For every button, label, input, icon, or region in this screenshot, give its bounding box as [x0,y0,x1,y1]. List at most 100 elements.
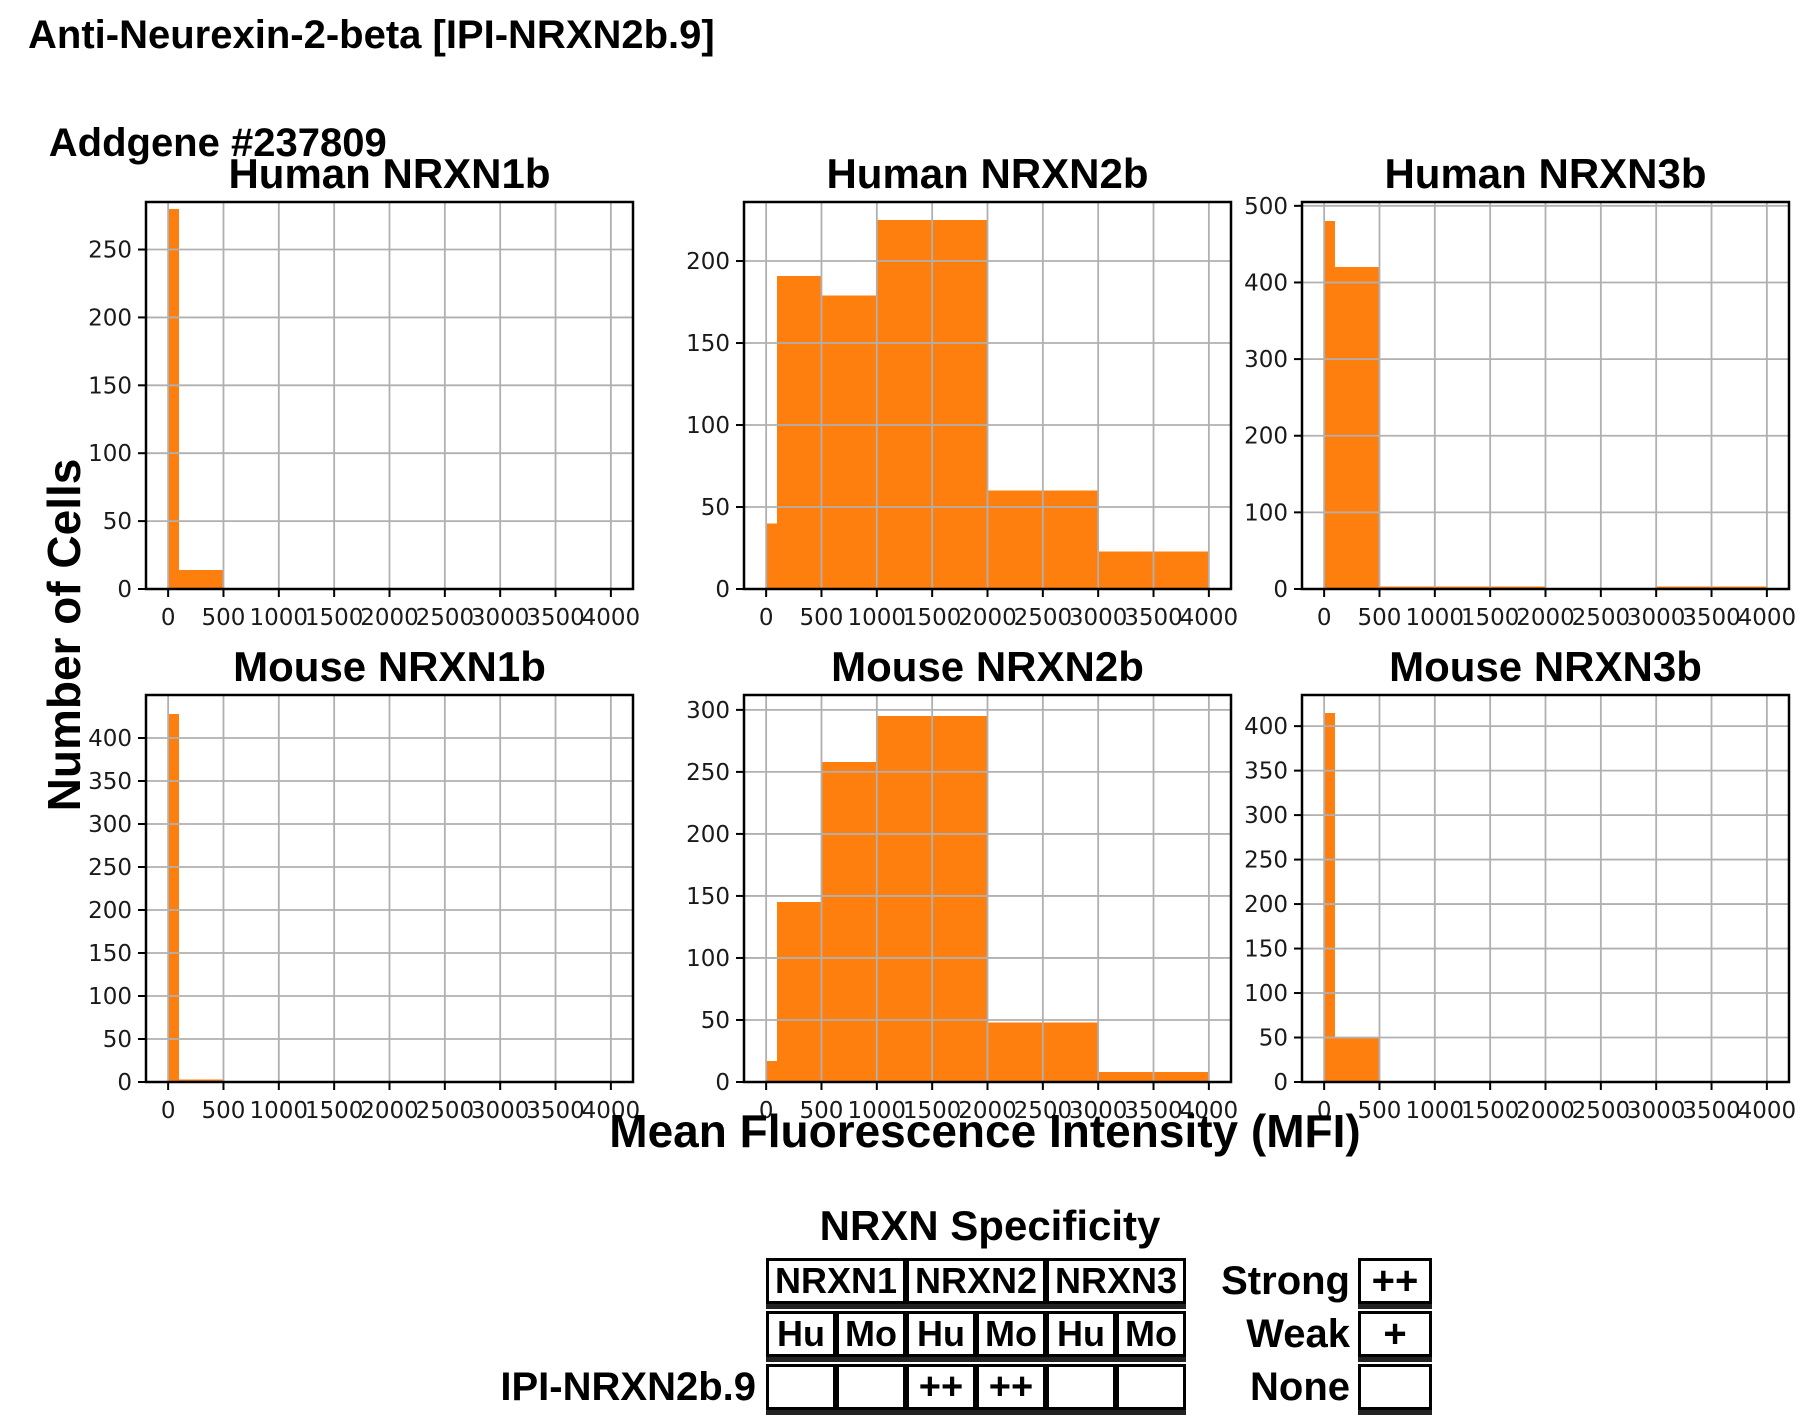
histogram-bar [1335,267,1380,589]
x-tick-label: 1500 [305,605,364,631]
y-tick-label: 0 [715,577,730,603]
y-tick-label: 400 [1244,270,1288,296]
x-tick-label: 500 [1358,1098,1402,1124]
antibody-title: Anti-Neurexin-2-beta [IPI-NRXN2b.9] [28,13,715,57]
y-tick-label: 500 [1244,194,1288,220]
table-subheader-hu-nrxn2: Hu [906,1311,976,1357]
x-tick-label: 500 [800,605,844,631]
x-tick-label: 0 [161,1098,176,1124]
legend-box-strong: ++ [1358,1258,1432,1304]
table-subheader-hu-nrxn1: Hu [766,1311,836,1357]
x-tick-label: 2000 [1516,1098,1575,1124]
legend-label-none: None [1250,1365,1350,1409]
histogram-human-nrxn3b: 0 500 1000 1500 2000 2500 3000 3500 4000 0 100 200 3… [1212,142,1800,642]
y-tick-label: 150 [88,373,132,399]
y-tick-label: 250 [686,760,730,786]
x-tick-label: 0 [759,605,774,631]
table-value-hu-nrxn2: ++ [906,1364,976,1410]
y-tick-label: 200 [88,305,132,331]
y-tick-label: 0 [1273,1070,1288,1096]
specificity-legend: Strong ++ Weak + None [1102,1258,1432,1410]
table-value-mo-nrxn1 [836,1364,906,1410]
y-tick-label: 300 [88,812,132,838]
y-tick-label: 100 [88,984,132,1010]
y-tick-label: 200 [1244,424,1288,450]
y-tick-label: 150 [686,331,730,357]
x-tick-label: 3000 [1627,1098,1686,1124]
x-tick-label: 2000 [958,1098,1017,1124]
x-tick-label: 3000 [1069,1098,1128,1124]
subplot-title: Human NRXN3b [1384,150,1706,197]
histogram-bar [766,523,778,589]
histogram-human-nrxn2b: 0 500 1000 1500 2000 2500 3000 3500 4000 0 50 100 15… [654,142,1254,642]
subplot-title: Human NRXN1b [228,150,550,197]
x-tick-label: 3500 [526,605,585,631]
y-tick-label: 150 [686,884,730,910]
specificity-table-title: NRXN Specificity [819,1202,1161,1249]
y-tick-label: 100 [1244,500,1288,526]
figure-title: Anti-Neurexin-2-beta [IPI-NRXN2b.9] Addg… [28,8,715,170]
x-tick-label: 3500 [1682,605,1741,631]
x-tick-label: 3000 [471,605,530,631]
y-tick-label: 250 [1244,848,1288,874]
histogram-bar [1335,1037,1380,1082]
histogram-svg: 0 500 100015002000250030003500400001002003… [1244,150,1796,631]
x-tick-label: 1000 [1406,1098,1465,1124]
x-tick-label: 2000 [958,605,1017,631]
histogram-bar [1324,712,1336,1082]
x-tick-label: 2000 [360,605,419,631]
x-tick-label: 0 [1317,1098,1332,1124]
y-tick-label: 0 [117,577,132,603]
x-tick-label: 4000 [1180,605,1239,631]
y-tick-label: 150 [88,941,132,967]
histogram-mouse-nrxn2b: 0 500 1000 1500 2000 2500 3000 3500 4000 0 50 100 15… [654,635,1254,1135]
table-header-nrxn1: NRXN1 [766,1258,906,1304]
y-tick-label: 200 [1244,892,1288,918]
y-tick-label: 200 [686,249,730,275]
x-tick-label: 4000 [582,605,641,631]
legend-label-weak: Weak [1246,1312,1350,1356]
histogram-bar [168,713,180,1082]
y-tick-label: 250 [88,238,132,264]
histogram-mouse-nrxn1b: 0 500 1000 1500 2000 2500 3000 3500 4000 0 50 100 15… [56,635,656,1135]
x-tick-label: 1500 [903,605,962,631]
x-tick-label: 2500 [416,605,475,631]
x-tick-label: 500 [800,1098,844,1124]
y-tick-label: 400 [1244,714,1288,740]
x-tick-label: 0 [1317,605,1332,631]
legend-label-strong: Strong [1221,1259,1350,1303]
y-tick-label: 0 [117,1070,132,1096]
x-tick-label: 4000 [1180,1098,1239,1124]
y-tick-label: 200 [686,822,730,848]
table-value-mo-nrxn2: ++ [976,1364,1046,1410]
y-tick-label: 200 [88,898,132,924]
x-tick-label: 0 [161,605,176,631]
x-tick-label: 1500 [305,1098,364,1124]
x-tick-label: 1000 [250,605,309,631]
table-header-nrxn2: NRXN2 [906,1258,1046,1304]
x-tick-label: 1000 [848,1098,907,1124]
y-tick-label: 50 [103,1027,132,1053]
y-tick-label: 350 [1244,759,1288,785]
histogram-bar [777,275,822,589]
table-subheader-mo-nrxn1: Mo [836,1311,906,1357]
x-tick-label: 3500 [1124,605,1183,631]
y-tick-label: 50 [701,495,730,521]
y-tick-label: 300 [1244,803,1288,829]
y-tick-label: 50 [103,509,132,535]
x-tick-label: 1000 [848,605,907,631]
table-subheader-mo-nrxn2: Mo [976,1311,1046,1357]
table-value-hu-nrxn3 [1046,1364,1116,1410]
y-tick-label: 50 [1259,1026,1288,1052]
y-tick-label: 100 [686,413,730,439]
x-tick-label: 3500 [526,1098,585,1124]
histogram-bar [777,902,822,1082]
x-tick-label: 1000 [1406,605,1465,631]
y-tick-label: 250 [88,855,132,881]
x-tick-label: 4000 [582,1098,641,1124]
histogram-bar [766,1060,778,1082]
histogram-bar [821,295,877,589]
